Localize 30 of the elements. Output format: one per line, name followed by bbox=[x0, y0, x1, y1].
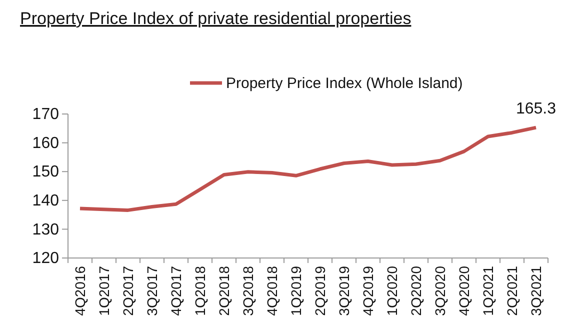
x-tick-label: 1Q2019 bbox=[288, 266, 304, 316]
x-tick-label: 4Q2019 bbox=[360, 266, 376, 316]
x-tick-label: 4Q2018 bbox=[264, 266, 280, 316]
x-tick-label: 3Q2021 bbox=[528, 266, 544, 316]
chart-title: Property Price Index of private residential properties bbox=[20, 9, 412, 28]
x-tick-label: 2Q2018 bbox=[216, 266, 232, 316]
x-tick-label: 4Q2020 bbox=[456, 266, 472, 316]
x-tick-label: 1Q2017 bbox=[96, 266, 112, 316]
y-tick-label: 140 bbox=[32, 192, 60, 210]
y-tick-label: 130 bbox=[32, 221, 60, 238]
x-tick-label: 1Q2021 bbox=[480, 266, 496, 316]
x-tick-label: 2Q2017 bbox=[120, 266, 136, 316]
y-tick-label: 120 bbox=[32, 250, 60, 268]
x-tick-label: 2Q2019 bbox=[312, 266, 328, 316]
x-tick-label: 3Q2018 bbox=[240, 266, 256, 316]
x-tick-label: 2Q2021 bbox=[504, 266, 520, 316]
y-tick-label: 170 bbox=[32, 106, 60, 124]
legend-label: Property Price Index (Whole Island) bbox=[226, 75, 463, 92]
x-tick-label: 3Q2017 bbox=[144, 266, 160, 316]
x-tick-label: 1Q2018 bbox=[192, 266, 208, 316]
x-tick-label: 3Q2020 bbox=[432, 266, 448, 316]
x-tick-label: 3Q2019 bbox=[336, 266, 352, 316]
line-series bbox=[78, 126, 538, 212]
y-tick-label: 160 bbox=[32, 134, 60, 152]
x-tick-label: 4Q2016 bbox=[72, 266, 88, 316]
x-tick-label: 1Q2020 bbox=[384, 266, 400, 316]
x-tick-label: 2Q2020 bbox=[408, 266, 424, 316]
x-tick-label: 4Q2017 bbox=[168, 266, 184, 316]
text: 165.3 bbox=[516, 100, 556, 118]
y-tick-label: 150 bbox=[32, 164, 60, 181]
